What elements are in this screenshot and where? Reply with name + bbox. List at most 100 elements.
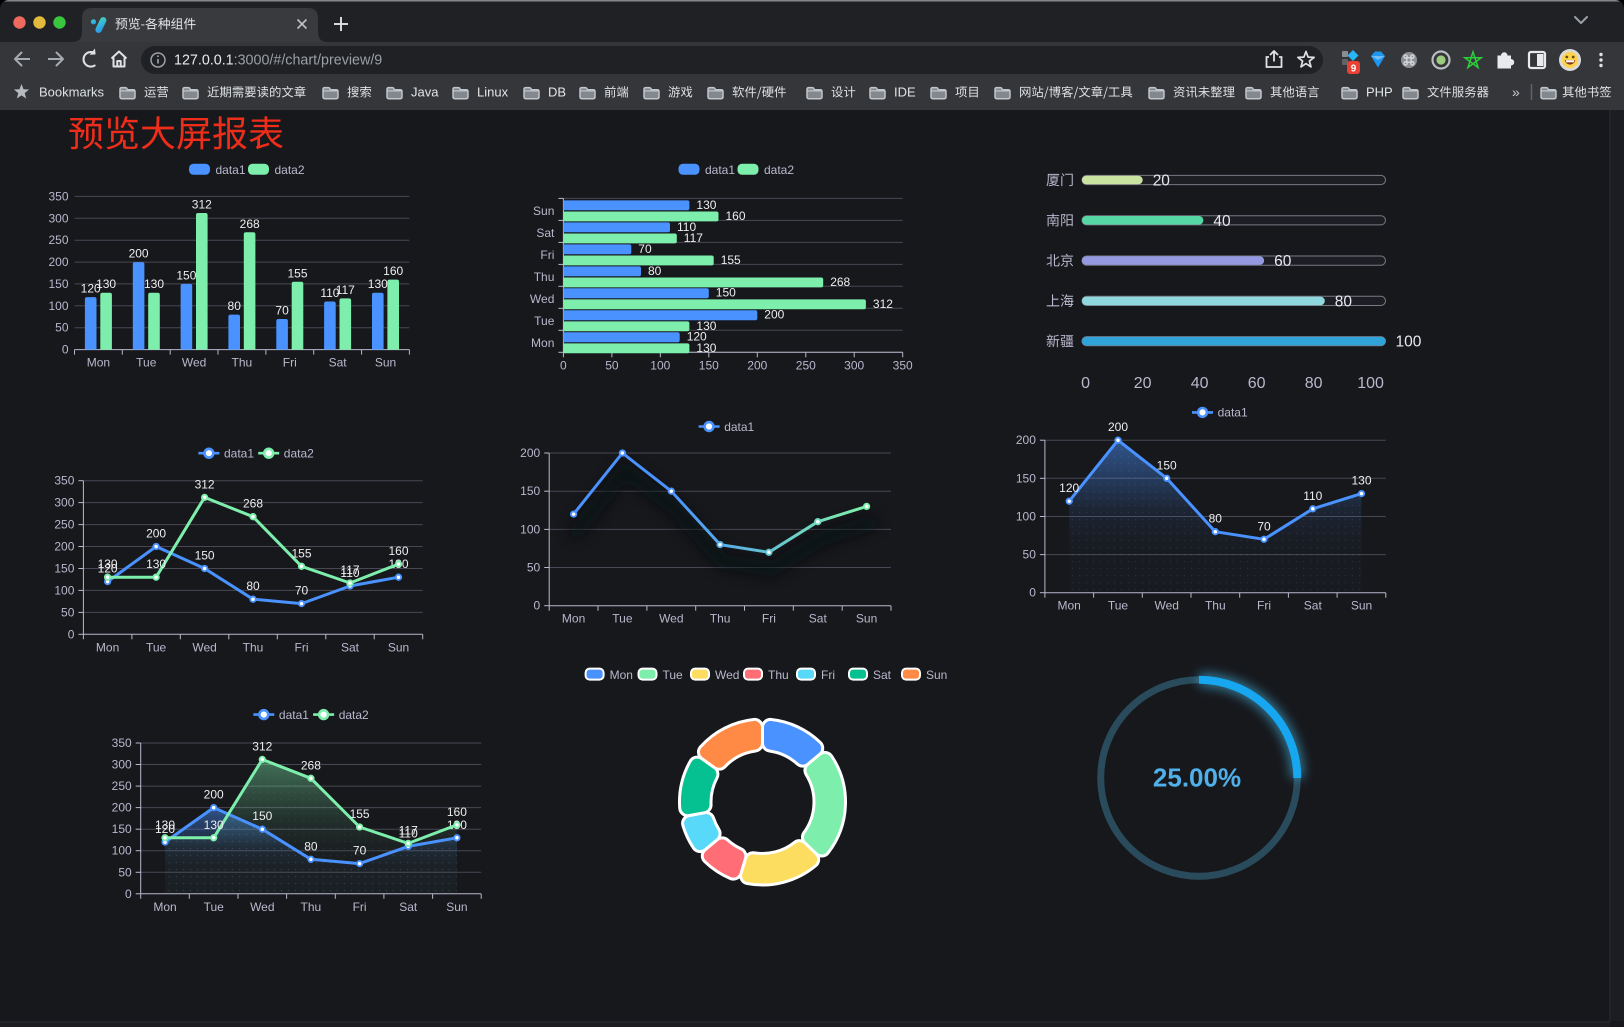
svg-text:130: 130 [155,818,175,832]
svg-text:300: 300 [112,758,132,772]
svg-text:Tue: Tue [136,356,157,370]
svg-text:Fri: Fri [762,612,776,626]
svg-text:Linux: Linux [477,85,509,100]
svg-text:200: 200 [747,358,767,372]
svg-text:312: 312 [873,297,893,311]
svg-text:Tue: Tue [146,640,167,654]
svg-text:Wed: Wed [530,292,554,306]
svg-text:100: 100 [54,583,74,597]
svg-text:0: 0 [62,343,69,357]
svg-text:130: 130 [1351,474,1371,488]
svg-text:130: 130 [98,557,118,571]
svg-text:117: 117 [684,231,703,245]
svg-text:Sat: Sat [809,612,828,626]
svg-text:117: 117 [399,823,418,837]
svg-text:130: 130 [696,198,716,212]
svg-text:200: 200 [129,247,149,261]
svg-text:312: 312 [252,739,272,753]
svg-text:DB: DB [548,85,566,100]
svg-text:Thu: Thu [710,612,731,626]
svg-text:150: 150 [716,286,736,300]
svg-text:60: 60 [1274,253,1292,270]
svg-text:150: 150 [112,822,132,836]
svg-text:150: 150 [176,268,196,282]
svg-text:Java: Java [411,85,439,100]
svg-text:Sun: Sun [388,640,409,654]
svg-text:data1: data1 [216,163,246,177]
svg-text:130: 130 [146,557,166,571]
svg-text:80: 80 [304,839,318,853]
svg-text:100: 100 [1396,334,1422,351]
svg-text:50: 50 [605,358,619,372]
svg-text:160: 160 [726,209,746,223]
svg-text:100: 100 [112,844,132,858]
svg-text:155: 155 [287,266,307,280]
svg-text:PHP: PHP [1366,85,1393,100]
svg-text:data1: data1 [705,163,735,177]
svg-text:200: 200 [764,308,784,322]
svg-text:Tue: Tue [612,612,633,626]
svg-text:Sun: Sun [446,900,467,914]
svg-text:150: 150 [252,809,272,823]
svg-text:data2: data2 [339,708,369,722]
svg-text:25.00%: 25.00% [1153,763,1241,793]
svg-text:150: 150 [520,484,540,498]
svg-text:110: 110 [677,220,696,234]
svg-text:127.0.0.1:3000/#/chart/preview: 127.0.0.1:3000/#/chart/preview/9 [174,53,382,69]
svg-text:data1: data1 [724,420,754,434]
svg-text:200: 200 [204,788,224,802]
svg-text:Tue: Tue [204,900,225,914]
svg-text:0: 0 [560,358,567,372]
svg-text:110: 110 [320,286,339,300]
svg-text:0: 0 [534,599,541,613]
svg-text:200: 200 [112,801,132,815]
svg-text:155: 155 [721,253,741,267]
svg-text:Wed: Wed [659,612,683,626]
svg-text:70: 70 [638,242,652,256]
svg-text:250: 250 [112,779,132,793]
svg-text:160: 160 [447,805,467,819]
svg-text:200: 200 [48,255,68,269]
svg-text:268: 268 [301,758,321,772]
svg-text:130: 130 [696,341,716,355]
svg-text:150: 150 [54,562,74,576]
svg-text:Thu: Thu [232,356,253,370]
svg-text:130: 130 [696,319,716,333]
svg-text:Wed: Wed [182,356,206,370]
svg-text:200: 200 [520,446,540,460]
svg-text:data2: data2 [275,163,305,177]
svg-text:130: 130 [368,277,388,291]
svg-text:80: 80 [1209,512,1223,526]
svg-text:117: 117 [340,563,359,577]
svg-text:Sun: Sun [1351,599,1372,613]
svg-text:268: 268 [243,497,263,511]
svg-text:Mon: Mon [153,900,176,914]
svg-text:150: 150 [699,358,719,372]
svg-text:Thu: Thu [243,640,264,654]
svg-text:155: 155 [291,546,311,560]
svg-text:80: 80 [1305,375,1323,392]
svg-text:Fri: Fri [540,248,554,262]
svg-text:150: 150 [1016,471,1036,485]
svg-text:300: 300 [844,358,864,372]
svg-text:130: 130 [144,277,164,291]
svg-text:Sun: Sun [375,356,396,370]
svg-text:110: 110 [399,826,418,840]
svg-text:Tue: Tue [534,314,555,328]
svg-text:50: 50 [1023,548,1037,562]
svg-text:Mon: Mon [562,612,585,626]
svg-text:50: 50 [118,865,132,879]
svg-text:80: 80 [246,579,260,593]
svg-text:Mon: Mon [87,356,110,370]
svg-text:data1: data1 [224,447,254,461]
svg-text:40: 40 [1191,375,1209,392]
svg-text:9: 9 [1351,64,1357,75]
svg-text:0: 0 [68,627,75,641]
svg-text:120: 120 [155,822,175,836]
svg-text:Bookmarks: Bookmarks [39,85,105,100]
svg-text:200: 200 [1016,433,1036,447]
svg-text:Mon: Mon [610,668,633,682]
svg-text:50: 50 [61,605,75,619]
svg-text:Mon: Mon [96,640,119,654]
svg-text:350: 350 [112,736,132,750]
